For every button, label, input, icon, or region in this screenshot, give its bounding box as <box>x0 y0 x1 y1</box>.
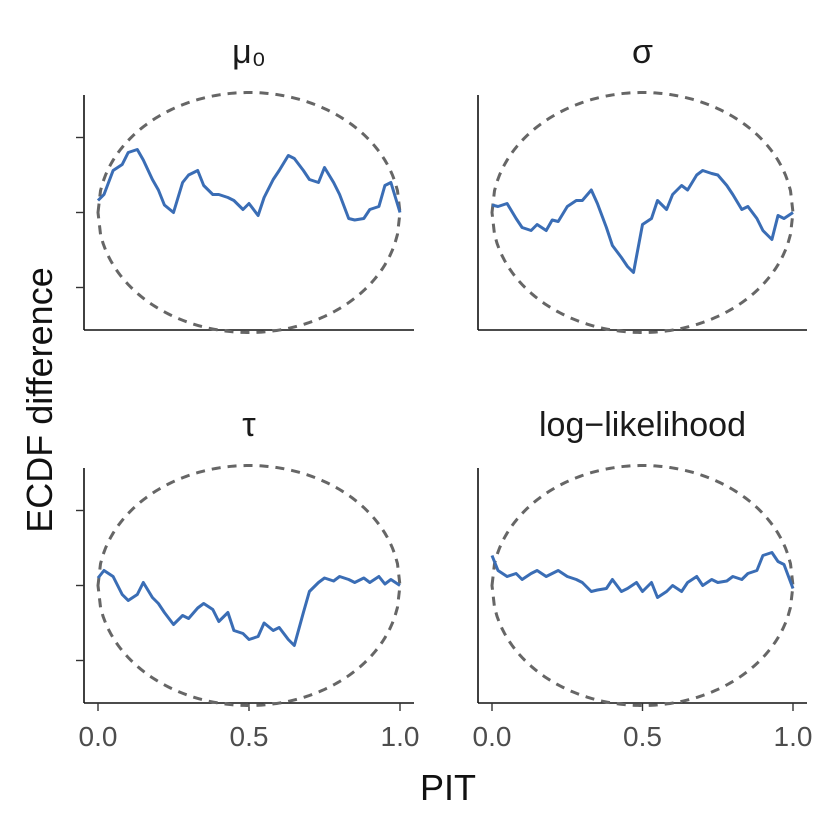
ecdf-difference-line <box>491 169 794 274</box>
panel-4: log−likelihood 0.0 0.5 1.0 <box>473 406 813 752</box>
x-tick-label: 0.0 <box>473 721 512 752</box>
panel-title: τ <box>242 406 256 444</box>
confidence-band <box>96 463 402 708</box>
confidence-band <box>490 463 795 708</box>
x-axis-title: PIT <box>420 767 476 808</box>
x-tick-label: 0.5 <box>230 721 269 752</box>
confidence-band <box>490 90 795 335</box>
facet-panels: μ₀ σ τ 0.0 0.5 1.0 log−likelihood 0.0 0.5 1.0 <box>76 33 812 752</box>
x-tick-label: 0.5 <box>623 721 662 752</box>
ecdf-difference-line <box>96 569 401 647</box>
panel-3: τ 0.0 0.5 1.0 <box>76 406 419 752</box>
x-tick-label: 1.0 <box>774 721 813 752</box>
confidence-band <box>96 90 402 335</box>
panel-1: μ₀ <box>76 33 414 335</box>
panel-2: σ <box>477 33 807 335</box>
x-tick-label: 0.0 <box>79 721 118 752</box>
x-tick-label: 1.0 <box>381 721 420 752</box>
panel-title: log−likelihood <box>539 406 746 444</box>
ecdf-difference-line <box>96 148 402 222</box>
y-axis-title: ECDF difference <box>19 267 60 532</box>
panel-title: μ₀ <box>232 33 266 71</box>
ecdf-difference-line <box>490 551 795 599</box>
panel-title: σ <box>632 33 653 71</box>
